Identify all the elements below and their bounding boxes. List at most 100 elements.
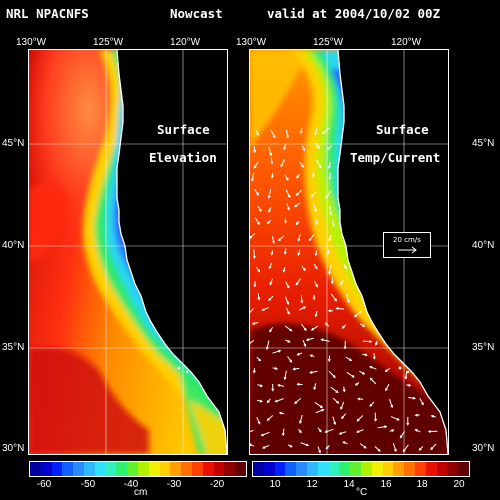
- current-vector-head: [298, 430, 302, 434]
- current-vector-head: [283, 251, 287, 255]
- current-vector: [346, 293, 350, 303]
- vector-scale-arrow-icon: [398, 246, 417, 254]
- current-vector-head: [301, 164, 304, 168]
- temp-tick-3: 14: [343, 479, 355, 490]
- current-vector-head: [369, 340, 373, 344]
- current-vector-head: [408, 383, 412, 387]
- current-vector-head: [308, 238, 312, 242]
- current-vector: [306, 337, 314, 341]
- current-vector-head: [305, 443, 310, 447]
- current-vector: [392, 442, 397, 452]
- current-vector-head: [356, 397, 361, 401]
- current-vector-head: [318, 165, 322, 169]
- current-vector-head: [319, 405, 324, 408]
- current-vector: [253, 161, 259, 169]
- current-vector: [321, 339, 330, 342]
- current-vector-head: [257, 269, 261, 273]
- current-vector: [408, 397, 416, 399]
- elev-tick-1: -60: [36, 479, 52, 490]
- current-vector-head: [296, 352, 300, 356]
- temp-tick-2: 12: [306, 479, 318, 490]
- current-vector-head: [259, 399, 264, 403]
- current-vector: [253, 249, 255, 259]
- elevation-field: [29, 50, 227, 454]
- current-vector-head: [330, 281, 334, 285]
- current-vector-head: [296, 382, 300, 386]
- current-vector-head: [356, 418, 360, 422]
- current-vector-head: [286, 285, 290, 289]
- current-vector: [270, 129, 276, 138]
- lon-label-120w-left: 120°W: [170, 37, 201, 48]
- current-vector: [374, 446, 381, 452]
- temp-title-line1: Surface: [376, 122, 429, 137]
- current-vector-head: [287, 311, 290, 315]
- current-vector-head: [268, 266, 272, 270]
- current-vector-head: [250, 443, 252, 447]
- current-vector-head: [256, 132, 259, 136]
- current-vector: [298, 306, 306, 311]
- current-vector-head: [310, 194, 314, 198]
- current-vector: [311, 325, 318, 331]
- current-vector: [419, 397, 424, 405]
- current-vector: [300, 323, 307, 331]
- current-vector-head: [334, 298, 338, 302]
- current-vector: [336, 307, 345, 310]
- temperature-unit: °C: [356, 487, 368, 498]
- current-vector: [362, 340, 372, 343]
- elevation-title-line2: Elevation: [149, 150, 217, 165]
- current-vector-head: [285, 177, 289, 181]
- product-title: Nowcast: [170, 6, 223, 21]
- current-vector-head: [305, 338, 310, 342]
- current-vector: [294, 202, 301, 208]
- current-vector: [308, 234, 315, 241]
- current-vector: [275, 398, 284, 403]
- current-vector-head: [356, 430, 360, 433]
- current-vector-head: [259, 384, 264, 388]
- current-vector-head: [252, 255, 256, 260]
- current-vector-head: [318, 450, 321, 454]
- current-vector-head: [271, 388, 275, 392]
- current-vector-head: [327, 309, 332, 313]
- current-vector-head: [372, 356, 376, 360]
- current-vector-head: [314, 132, 318, 136]
- current-vector-head: [313, 386, 317, 391]
- current-vector-head: [268, 298, 272, 302]
- current-vectors: [250, 127, 438, 454]
- elevation-colorbar: [29, 461, 247, 477]
- current-vector: [295, 278, 302, 286]
- lon-label-130w-left: 130°W: [16, 37, 47, 48]
- current-vector-head: [326, 147, 330, 150]
- current-vector: [430, 443, 437, 450]
- temp-tick-1: 10: [269, 479, 281, 490]
- current-vector-head: [314, 209, 317, 213]
- current-vector-head: [362, 324, 366, 327]
- current-vector-head: [302, 306, 307, 310]
- current-vector-head: [340, 282, 343, 286]
- temp-title-line2: Temp/Current: [350, 150, 441, 165]
- current-vector-head: [261, 308, 265, 311]
- current-vector-head: [286, 135, 290, 139]
- elev-tick-3: -40: [123, 479, 139, 490]
- current-vector-head: [297, 252, 301, 257]
- vector-scale-label: 20 cm/s: [393, 236, 421, 244]
- current-vector-head: [402, 449, 406, 453]
- current-vector-head: [332, 224, 336, 228]
- lat-label-40n-left: 40°N: [2, 240, 25, 251]
- current-vector-head: [427, 429, 431, 433]
- current-vector-head: [328, 238, 332, 242]
- lon-label-125w-right: 125°W: [313, 37, 344, 48]
- current-vector: [356, 415, 364, 422]
- current-vector-head: [287, 207, 290, 211]
- current-vector-head: [328, 176, 332, 181]
- current-vector-head: [267, 195, 271, 199]
- current-vector-head: [418, 447, 422, 451]
- current-vector-head: [295, 282, 299, 286]
- current-vector-head: [314, 221, 318, 226]
- current-vector-head: [312, 174, 315, 178]
- current-vector-head: [272, 135, 276, 139]
- current-vector: [261, 431, 270, 436]
- current-vector: [254, 217, 260, 225]
- current-vector: [315, 409, 324, 414]
- current-vector-head: [364, 353, 368, 357]
- current-vector: [272, 235, 275, 243]
